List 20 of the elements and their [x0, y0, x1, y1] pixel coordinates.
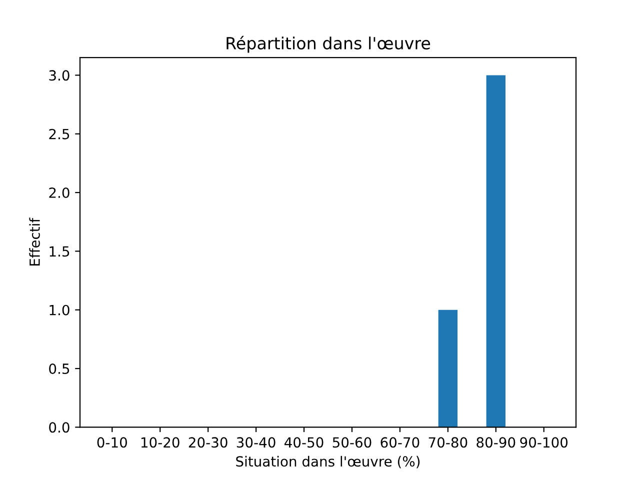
y-tick-label: 0.5	[49, 364, 70, 374]
chart-title: Répartition dans l'œuvre	[226, 36, 430, 53]
x-tick-label: 10-20	[141, 437, 180, 448]
x-tick-label: 40-50	[284, 437, 324, 448]
x-tick-label: 0-10	[97, 437, 127, 448]
x-tick-label: 70-80	[428, 437, 468, 448]
x-tick-label: 30-40	[236, 437, 276, 448]
x-tick-label: 80-90	[476, 437, 516, 448]
y-tick-label: 0.0	[49, 422, 70, 433]
x-tick-label: 60-70	[380, 437, 420, 448]
y-tick-label: 3.0	[49, 70, 70, 81]
x-tick-label: 20-30	[188, 437, 228, 448]
x-tick-label: 90-100	[520, 437, 568, 448]
y-tick-label: 1.5	[50, 246, 70, 257]
y-tick-label: 1.0	[50, 304, 70, 316]
x-axis-title: Situation dans l'œuvre (%)	[236, 456, 420, 468]
y-tick-label: 2.0	[49, 188, 70, 198]
y-axis-title: Effectif	[29, 218, 40, 266]
y-tick-label: 2.5	[49, 128, 70, 140]
x-tick-label: 50-60	[332, 437, 372, 448]
